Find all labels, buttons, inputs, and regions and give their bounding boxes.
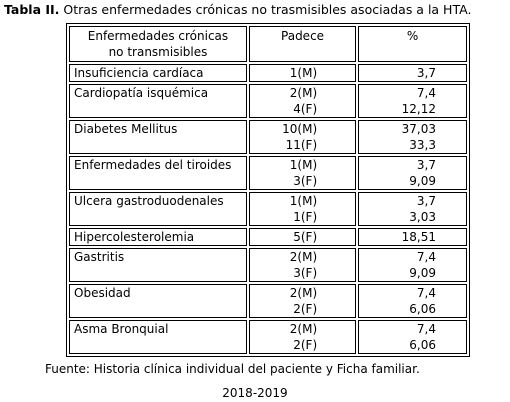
percent-value: 3,7	[416, 194, 436, 208]
percent-value: 37,03	[401, 122, 436, 136]
percent-value: 7,4	[416, 86, 436, 100]
padece-value: 10(M)	[282, 122, 318, 136]
padece-value: 1(M)	[289, 158, 318, 172]
padece-value: 2(M)	[289, 322, 318, 336]
disease-cell: Insuficiencia cardíaca	[69, 64, 247, 82]
header-cell: %	[358, 26, 467, 62]
percent-value: 7,4	[416, 322, 436, 336]
table-row: Cardiopatía isquémica 2(M) 4(F) 7,4 12,12	[69, 84, 467, 118]
padece-value: 1(F)	[293, 210, 318, 224]
percent-value: 33,3	[409, 138, 436, 152]
disease-cell: Diabetes Mellitus	[69, 120, 247, 154]
padece-value: 2(M)	[289, 86, 318, 100]
table-row: Hipercolesterolemia 5(F) 18,51	[69, 228, 467, 246]
disease-cell: Obesidad	[69, 284, 247, 318]
padece-value: 2(F)	[293, 302, 318, 316]
percent-cell: 3,7 3,03	[358, 192, 467, 226]
source-note: Fuente: Historia clínica individual del …	[45, 362, 420, 376]
padece-value: 4(F)	[293, 102, 318, 116]
percent-cell: 7,4 9,09	[358, 248, 467, 282]
percent-cell: 37,03 33,3	[358, 120, 467, 154]
padece-cell: 2(M) 4(F)	[248, 84, 357, 118]
padece-value: 1(M)	[289, 194, 318, 208]
table-row: Gastritis 2(M) 3(F) 7,4 9,09	[69, 248, 467, 282]
table-row: Diabetes Mellitus 10(M) 11(F) 37,03 33,3	[69, 120, 467, 154]
padece-cell: 10(M) 11(F)	[248, 120, 357, 154]
padece-value: 11(F)	[285, 138, 318, 152]
header-cell: Enfermedades crónicas no transmisibles	[69, 26, 247, 62]
percent-value: 3,7	[416, 66, 436, 80]
padece-cell: 2(M) 2(F)	[248, 320, 357, 354]
padece-cell: 5(F)	[248, 228, 357, 246]
table-row: Ulcera gastroduodenales 1(M) 1(F) 3,7 3,03	[69, 192, 467, 226]
percent-value: 12,12	[401, 102, 436, 116]
padece-cell: 2(M) 2(F)	[248, 284, 357, 318]
percent-cell: 3,7	[358, 64, 467, 82]
table: Enfermedades crónicas no transmisibles P…	[66, 23, 470, 357]
table-title: Tabla II. Otras enfermedades crónicas no…	[4, 2, 471, 17]
percent-cell: 7,4 6,06	[358, 284, 467, 318]
percent-value: 3,03	[409, 210, 436, 224]
title-text: Otras enfermedades crónicas no trasmisib…	[63, 2, 472, 17]
table-row: Asma Bronquial 2(M) 2(F) 7,4 6,06	[69, 320, 467, 354]
title-label: Tabla II.	[4, 2, 60, 17]
padece-value: 2(M)	[289, 250, 318, 264]
percent-value: 9,09	[409, 174, 436, 188]
percent-value: 6,06	[409, 338, 436, 352]
percent-value: 7,4	[416, 286, 436, 300]
table-row: Insuficiencia cardíaca 1(M) 3,7	[69, 64, 467, 82]
padece-cell: 1(M) 1(F)	[248, 192, 357, 226]
padece-cell: 1(M)	[248, 64, 357, 82]
percent-value: 3,7	[416, 158, 436, 172]
percent-value: 6,06	[409, 302, 436, 316]
percent-value: 9,09	[409, 266, 436, 280]
header-cell: Padece	[248, 26, 357, 62]
percent-cell: 3,7 9,09	[358, 156, 467, 190]
padece-value: 3(F)	[293, 174, 318, 188]
disease-cell: Ulcera gastroduodenales	[69, 192, 247, 226]
padece-value: 5(F)	[293, 230, 318, 244]
percent-value: 7,4	[416, 250, 436, 264]
disease-cell: Asma Bronquial	[69, 320, 247, 354]
table-row: Enfermedades del tiroides 1(M) 3(F) 3,7 9,09	[69, 156, 467, 190]
percent-cell: 7,4 12,12	[358, 84, 467, 118]
padece-value: 2(M)	[289, 286, 318, 300]
disease-cell: Cardiopatía isquémica	[69, 84, 247, 118]
disease-cell: Enfermedades del tiroides	[69, 156, 247, 190]
header-row: Enfermedades crónicas no transmisibles P…	[69, 26, 467, 62]
padece-cell: 1(M) 3(F)	[248, 156, 357, 190]
disease-cell: Hipercolesterolemia	[69, 228, 247, 246]
percent-value: 18,51	[401, 230, 436, 244]
padece-value: 1(M)	[289, 66, 318, 80]
disease-cell: Gastritis	[69, 248, 247, 282]
table-row: Obesidad 2(M) 2(F) 7,4 6,06	[69, 284, 467, 318]
padece-value: 2(F)	[293, 338, 318, 352]
percent-cell: 18,51	[358, 228, 467, 246]
padece-value: 3(F)	[293, 266, 318, 280]
table-body: Insuficiencia cardíaca 1(M) 3,7 Cardiopatía…	[69, 64, 467, 354]
padece-cell: 2(M) 3(F)	[248, 248, 357, 282]
years-note: 2018-2019	[222, 386, 288, 400]
percent-cell: 7,4 6,06	[358, 320, 467, 354]
